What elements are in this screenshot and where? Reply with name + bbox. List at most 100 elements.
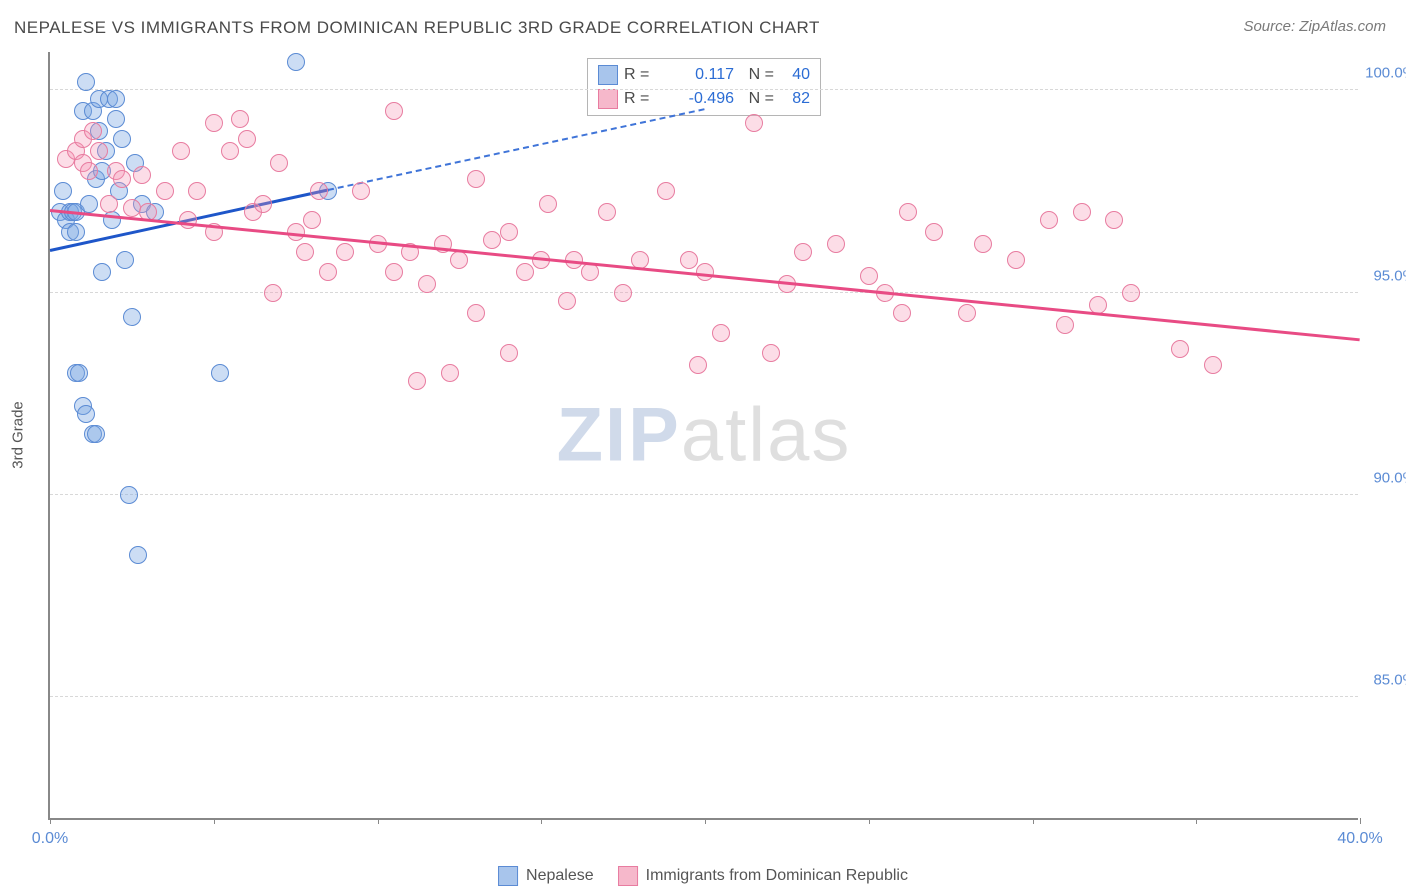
- data-point-dominican: [336, 243, 354, 261]
- data-point-dominican: [899, 203, 917, 221]
- n-label: N =: [740, 90, 774, 108]
- data-point-dominican: [303, 211, 321, 229]
- legend-item-dominican: Immigrants from Dominican Republic: [618, 866, 908, 886]
- x-tick-label: 0.0%: [32, 830, 68, 848]
- data-point-dominican: [1040, 211, 1058, 229]
- data-point-dominican: [80, 162, 98, 180]
- r-label: R =: [624, 90, 664, 108]
- data-point-dominican: [172, 142, 190, 160]
- data-point-dominican: [598, 203, 616, 221]
- gridline: [50, 292, 1358, 293]
- x-tick: [214, 818, 215, 824]
- r-value-dominican: -0.496: [670, 90, 734, 108]
- y-tick-label: 95.0%: [1373, 267, 1406, 284]
- series-label-dominican: Immigrants from Dominican Republic: [646, 867, 908, 885]
- legend-row-nepalese: R = 0.117 N = 40: [598, 63, 810, 87]
- data-point-dominican: [123, 199, 141, 217]
- data-point-nepalese: [93, 263, 111, 281]
- data-point-dominican: [1171, 340, 1189, 358]
- data-point-dominican: [254, 195, 272, 213]
- x-tick: [378, 818, 379, 824]
- n-label: N =: [740, 66, 774, 84]
- chart-title: NEPALESE VS IMMIGRANTS FROM DOMINICAN RE…: [14, 18, 820, 38]
- watermark-rest: atlas: [681, 393, 852, 478]
- y-tick-label: 100.0%: [1365, 65, 1406, 82]
- data-point-dominican: [450, 251, 468, 269]
- legend-item-nepalese: Nepalese: [498, 866, 594, 886]
- data-point-dominican: [794, 243, 812, 261]
- data-point-dominican: [238, 130, 256, 148]
- data-point-nepalese: [211, 364, 229, 382]
- x-tick: [50, 818, 51, 824]
- watermark-zip: ZIP: [557, 393, 681, 478]
- data-point-dominican: [1056, 316, 1074, 334]
- y-tick-label: 90.0%: [1373, 469, 1406, 486]
- data-point-dominican: [614, 284, 632, 302]
- data-point-dominican: [925, 223, 943, 241]
- gridline: [50, 89, 1358, 90]
- trend-line-dominican: [50, 209, 1360, 341]
- data-point-dominican: [712, 324, 730, 342]
- data-point-nepalese: [87, 425, 105, 443]
- series-label-nepalese: Nepalese: [526, 867, 594, 885]
- r-value-nepalese: 0.117: [670, 66, 734, 84]
- data-point-dominican: [893, 304, 911, 322]
- data-point-dominican: [100, 195, 118, 213]
- data-point-nepalese: [107, 110, 125, 128]
- data-point-dominican: [680, 251, 698, 269]
- x-tick: [1196, 818, 1197, 824]
- data-point-nepalese: [123, 308, 141, 326]
- data-point-dominican: [657, 182, 675, 200]
- data-point-nepalese: [116, 251, 134, 269]
- data-point-dominican: [156, 182, 174, 200]
- data-point-dominican: [385, 263, 403, 281]
- data-point-dominican: [539, 195, 557, 213]
- data-point-nepalese: [77, 405, 95, 423]
- data-point-dominican: [467, 170, 485, 188]
- data-point-nepalese: [120, 486, 138, 504]
- y-tick-label: 85.0%: [1373, 671, 1406, 688]
- data-point-nepalese: [77, 73, 95, 91]
- data-point-nepalese: [80, 195, 98, 213]
- data-point-dominican: [500, 223, 518, 241]
- data-point-dominican: [483, 231, 501, 249]
- n-value-dominican: 82: [780, 90, 810, 108]
- data-point-dominican: [205, 114, 223, 132]
- data-point-dominican: [467, 304, 485, 322]
- x-tick: [1033, 818, 1034, 824]
- source-attribution: Source: ZipAtlas.com: [1243, 18, 1386, 35]
- x-tick-label: 40.0%: [1337, 830, 1382, 848]
- data-point-nepalese: [67, 223, 85, 241]
- data-point-nepalese: [287, 53, 305, 71]
- data-point-dominican: [1073, 203, 1091, 221]
- swatch-nepalese: [498, 866, 518, 886]
- data-point-dominican: [1122, 284, 1140, 302]
- data-point-dominican: [188, 182, 206, 200]
- data-point-dominican: [319, 263, 337, 281]
- data-point-nepalese: [54, 182, 72, 200]
- data-point-nepalese: [129, 546, 147, 564]
- plot-area: ZIPatlas 3rd Grade R = 0.117 N = 40 R = …: [48, 52, 1358, 820]
- data-point-nepalese: [103, 211, 121, 229]
- data-point-dominican: [113, 170, 131, 188]
- trend-dash-nepalese: [328, 109, 705, 192]
- data-point-dominican: [221, 142, 239, 160]
- data-point-dominican: [231, 110, 249, 128]
- data-point-dominican: [270, 154, 288, 172]
- data-point-dominican: [84, 122, 102, 140]
- data-point-dominican: [1007, 251, 1025, 269]
- gridline: [50, 494, 1358, 495]
- data-point-dominican: [1105, 211, 1123, 229]
- swatch-dominican: [618, 866, 638, 886]
- data-point-dominican: [558, 292, 576, 310]
- data-point-dominican: [296, 243, 314, 261]
- n-value-nepalese: 40: [780, 66, 810, 84]
- data-point-dominican: [264, 284, 282, 302]
- data-point-dominican: [385, 102, 403, 120]
- y-axis-label: 3rd Grade: [10, 401, 27, 469]
- x-tick: [1360, 818, 1361, 824]
- x-tick: [541, 818, 542, 824]
- data-point-dominican: [441, 364, 459, 382]
- data-point-dominican: [310, 182, 328, 200]
- watermark: ZIPatlas: [557, 392, 852, 479]
